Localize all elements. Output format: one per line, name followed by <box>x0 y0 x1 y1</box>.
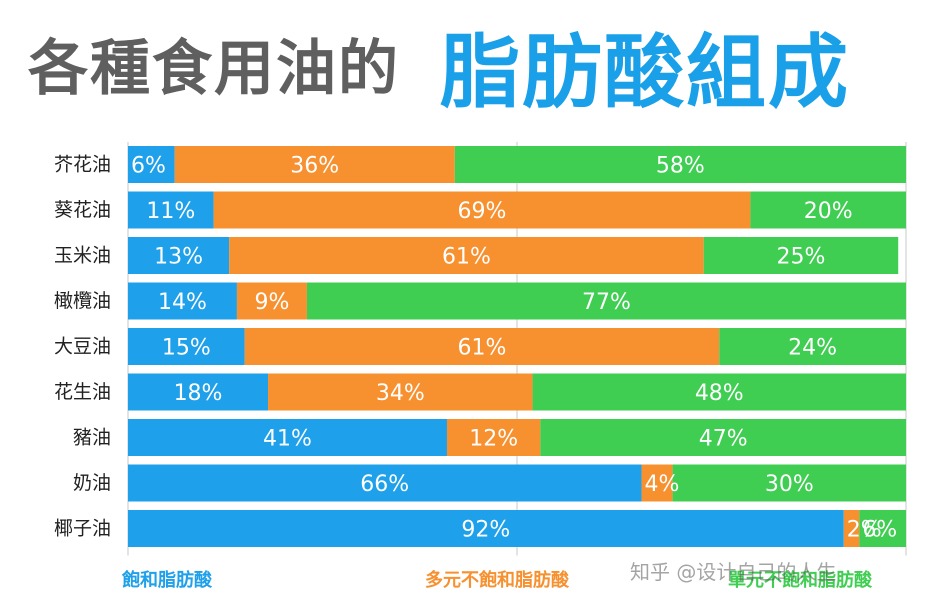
data-label: 18% <box>174 381 223 406</box>
data-label: 77% <box>582 290 631 315</box>
data-label: 92% <box>461 518 510 543</box>
data-label: 69% <box>458 199 507 224</box>
data-label: 41% <box>263 427 312 452</box>
bar-segment-monounsaturated <box>859 510 906 547</box>
category-label: 椰子油 <box>54 518 111 540</box>
bar-segment-monounsaturated <box>454 146 906 183</box>
bar-segment-polyunsaturated <box>843 510 860 547</box>
bar-segment-polyunsaturated <box>229 237 704 274</box>
bar-segment-monounsaturated <box>532 373 906 411</box>
data-label: 24% <box>788 336 837 361</box>
category-label: 芥花油 <box>54 154 111 176</box>
data-label: 6% <box>862 518 897 543</box>
data-label: 48% <box>695 381 744 406</box>
data-label: 11% <box>146 199 195 224</box>
category-label: 豬油 <box>73 427 111 449</box>
data-label: 66% <box>360 472 409 497</box>
bar-segment-saturated <box>128 191 214 229</box>
bar-segment-polyunsaturated <box>174 146 455 183</box>
bar-segment-polyunsaturated <box>236 282 307 320</box>
legend: 飽和脂肪酸 多元不飽和脂肪酸 單元不飽和脂肪酸 <box>0 556 935 596</box>
data-label: 61% <box>458 336 507 361</box>
data-label: 15% <box>162 336 211 361</box>
bar-segment-saturated <box>128 419 447 456</box>
category-label: 玉米油 <box>54 245 111 267</box>
data-label: 36% <box>290 154 339 179</box>
bar-segment-saturated <box>128 146 175 183</box>
data-label: 20% <box>804 199 853 224</box>
bar-segment-saturated <box>128 328 245 365</box>
chart-title: 各種食用油的 脂肪酸組成 <box>0 0 935 119</box>
bar-segment-monounsaturated <box>703 237 899 274</box>
data-label: 14% <box>158 290 207 315</box>
data-label: 4% <box>644 472 679 497</box>
bar-segment-saturated <box>128 373 269 411</box>
data-label: 2% <box>847 518 882 543</box>
data-label: 12% <box>469 427 518 452</box>
bar-segment-polyunsaturated <box>446 419 541 456</box>
data-label: 47% <box>699 427 748 452</box>
legend-monounsaturated: 單元不飽和脂肪酸 <box>728 570 872 591</box>
data-label: 58% <box>656 154 705 179</box>
legend-saturated: 飽和脂肪酸 <box>122 570 212 591</box>
data-label: 9% <box>254 290 289 315</box>
bar-segment-polyunsaturated <box>244 328 720 365</box>
bar-segment-saturated <box>128 464 642 502</box>
title-main: 各種食用油的 <box>28 34 400 104</box>
bar-segment-polyunsaturated <box>213 191 751 229</box>
bar-segment-monounsaturated <box>306 282 906 320</box>
bar-segment-monounsaturated <box>719 328 906 365</box>
legend-polyunsaturated: 多元不飽和脂肪酸 <box>425 570 569 591</box>
category-label: 奶油 <box>73 472 111 494</box>
data-label: 25% <box>777 245 826 270</box>
data-label: 34% <box>376 381 425 406</box>
data-label: 61% <box>442 245 491 270</box>
title-highlight: 脂肪酸組成 <box>440 26 850 119</box>
data-label: 13% <box>154 245 203 270</box>
bar-segment-monounsaturated <box>750 191 906 229</box>
bar-segment-saturated <box>128 510 844 547</box>
bar-segment-polyunsaturated <box>268 373 533 411</box>
data-label: 6% <box>131 154 166 179</box>
category-label: 橄欖油 <box>54 290 111 312</box>
category-label: 花生油 <box>54 381 111 403</box>
bar-segment-saturated <box>128 237 230 274</box>
bar-segment-polyunsaturated <box>641 464 673 502</box>
data-label: 30% <box>765 472 814 497</box>
bar-segment-monounsaturated <box>672 464 906 502</box>
watermark: 知乎 @设计自己的人生 <box>630 560 837 584</box>
category-label: 葵花油 <box>54 199 111 221</box>
category-label: 大豆油 <box>54 336 111 358</box>
bar-segment-saturated <box>128 282 237 320</box>
bar-segment-monounsaturated <box>540 419 906 456</box>
